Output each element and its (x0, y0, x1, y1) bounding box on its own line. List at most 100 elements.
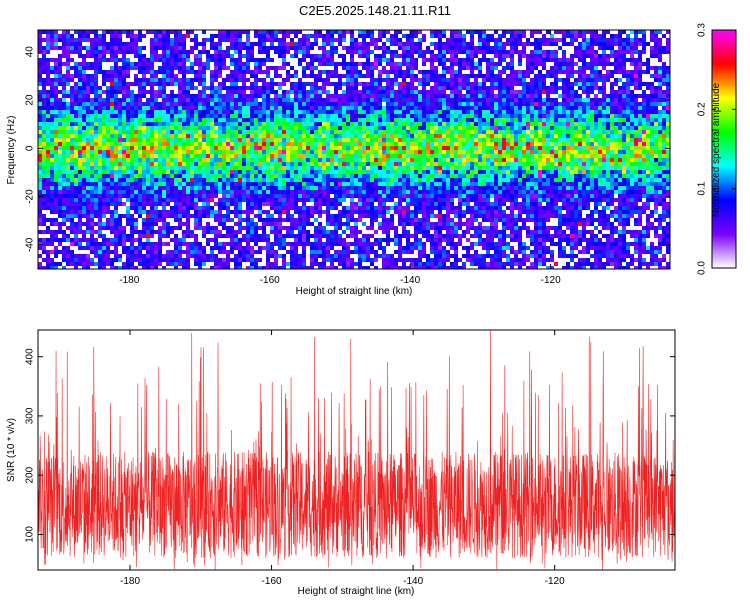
heatmap-cell (662, 118, 666, 122)
heatmap-cell (654, 94, 658, 98)
heatmap-cell (210, 78, 214, 82)
heatmap-cell (466, 142, 470, 146)
heatmap-cell (222, 114, 226, 118)
heatmap-cell (382, 54, 386, 58)
heatmap-cell (506, 106, 510, 110)
heatmap-cell (346, 102, 350, 106)
heatmap-cell (478, 122, 482, 126)
heatmap-cell (566, 134, 570, 138)
heatmap-cell (94, 158, 98, 162)
heatmap-cell (70, 170, 74, 174)
heatmap-cell (470, 42, 474, 46)
heatmap-cell (142, 130, 146, 134)
heatmap-cell (410, 166, 414, 170)
heatmap-cell (346, 134, 350, 138)
heatmap-cell (226, 138, 230, 142)
heatmap-cell (238, 114, 242, 118)
heatmap-cell (78, 162, 82, 166)
heatmap-cell (86, 134, 90, 138)
heatmap-cell (166, 150, 170, 154)
heatmap-cell (142, 126, 146, 130)
heatmap-cell (214, 138, 218, 142)
heatmap-cell (470, 66, 474, 70)
heatmap-cell (274, 114, 278, 118)
heatmap-cell (350, 90, 354, 94)
heatmap-cell (402, 146, 406, 150)
heatmap-cell (526, 130, 530, 134)
heatmap-cell (486, 102, 490, 106)
heatmap-cell (646, 146, 650, 150)
heatmap-cell (278, 134, 282, 138)
heatmap-cell (510, 122, 514, 126)
heatmap-cell (54, 170, 58, 174)
heatmap-cell (638, 150, 642, 154)
heatmap-cell (658, 82, 662, 86)
heatmap-cell (442, 102, 446, 106)
heatmap-cell (426, 130, 430, 134)
heatmap-cell (642, 38, 646, 42)
heatmap-cell (326, 82, 330, 86)
heatmap-cell (50, 58, 54, 62)
heatmap-cell (438, 130, 442, 134)
heatmap-cell (586, 102, 590, 106)
heatmap-cell (658, 70, 662, 74)
heatmap-cell (274, 98, 278, 102)
heatmap-cell (458, 106, 462, 110)
heatmap-cell (462, 82, 466, 86)
heatmap-cell (574, 46, 578, 50)
heatmap-cell (574, 78, 578, 82)
heatmap-cell (618, 110, 622, 114)
heatmap-cell (174, 126, 178, 130)
heatmap-cell (378, 106, 382, 110)
heatmap-cell (90, 126, 94, 130)
heatmap-cell (58, 82, 62, 86)
heatmap-cell (70, 66, 74, 70)
heatmap-cell (54, 154, 58, 158)
heatmap-cell (142, 134, 146, 138)
heatmap-cell (170, 38, 174, 42)
heatmap-cell (354, 62, 358, 66)
heatmap-cell (502, 150, 506, 154)
heatmap-cell (446, 146, 450, 150)
heatmap-cell (602, 38, 606, 42)
heatmap-cell (574, 70, 578, 74)
heatmap-cell (458, 130, 462, 134)
heatmap-cell (534, 74, 538, 78)
heatmap-cell (514, 150, 518, 154)
heatmap-cell (378, 150, 382, 154)
heatmap-cell (110, 38, 114, 42)
heatmap-cell (562, 58, 566, 62)
heatmap-cell (522, 166, 526, 170)
heatmap-cell (238, 154, 242, 158)
heatmap-cell (58, 122, 62, 126)
heatmap-cell (410, 118, 414, 122)
heatmap-cell (166, 134, 170, 138)
heatmap-cell (430, 142, 434, 146)
heatmap-cell (250, 130, 254, 134)
heatmap-cell (418, 122, 422, 126)
heatmap-cell (510, 66, 514, 70)
heatmap-cell (278, 42, 282, 46)
heatmap-cell (74, 114, 78, 118)
heatmap-cell (578, 98, 582, 102)
heatmap-cell (338, 82, 342, 86)
heatmap-cell (306, 166, 310, 170)
heatmap-cell (38, 42, 42, 46)
heatmap-cell (422, 158, 426, 162)
heatmap-cell (526, 166, 530, 170)
heatmap-cell (334, 134, 338, 138)
heatmap-cell (546, 118, 550, 122)
heatmap-cell (330, 106, 334, 110)
heatmap-cell (262, 110, 266, 114)
heatmap-cell (630, 82, 634, 86)
heatmap-cell (90, 150, 94, 154)
heatmap-cell (378, 110, 382, 114)
heatmap-cell (390, 106, 394, 110)
heatmap-cell (310, 134, 314, 138)
heatmap-cell (206, 154, 210, 158)
heatmap-cell (178, 58, 182, 62)
heatmap-cell (342, 110, 346, 114)
heatmap-cell (506, 134, 510, 138)
heatmap-cell (402, 134, 406, 138)
heatmap-cell (242, 46, 246, 50)
